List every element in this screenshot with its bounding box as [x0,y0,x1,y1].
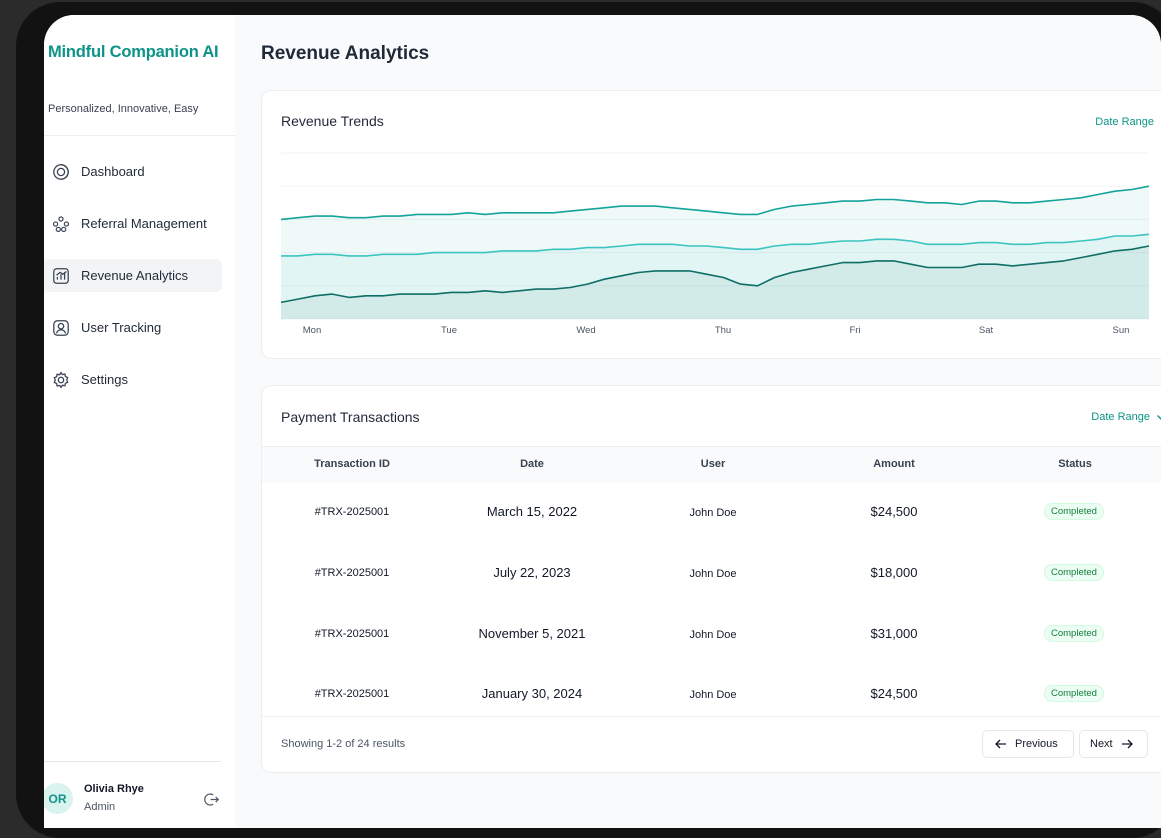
table-row[interactable]: #TRX-2025001 November 5, 2021 John Doe $… [262,605,1161,665]
status-badge: Completed [1044,625,1104,642]
dashboard-icon [52,163,70,181]
table-row[interactable]: #TRX-2025001 March 15, 2022 John Doe $24… [262,483,1161,543]
next-button[interactable]: Next [1079,730,1148,758]
status-badge: Completed [1044,503,1104,520]
transaction-amount: $24,500 [870,504,918,519]
app-screen: Mindful Companion AI Personalized, Innov… [44,15,1161,828]
column-header-status[interactable]: Status [1058,458,1092,470]
arrow-right-icon [1121,739,1133,749]
series-line [280,185,1150,221]
x-tick-label: Sun [1113,325,1130,336]
transaction-id: #TRX-2025001 [314,628,390,640]
sidebar-item-referral-management[interactable]: Referral Management [44,207,222,240]
chart-icon [52,267,70,285]
trends-date-range-dropdown[interactable]: Date Range [1095,116,1161,128]
sidebar-item-label: Settings [81,372,128,387]
x-tick-label: Sat [979,325,994,336]
brand-title: Mindful Companion AI [48,43,219,61]
transaction-amount: $24,500 [870,686,918,701]
x-tick-label: Wed [576,325,595,336]
transaction-user: John Doe [689,568,737,580]
transactions-date-range-dropdown[interactable]: Date Range [1091,411,1161,423]
transaction-user: John Doe [689,507,737,519]
x-tick-label: Fri [849,325,860,336]
sidebar-bottom-divider [44,761,221,762]
arrow-left-icon [995,739,1006,749]
x-tick-label: Thu [715,325,731,336]
sidebar-item-dashboard[interactable]: Dashboard [44,155,222,188]
logout-icon[interactable] [203,791,220,808]
sidebar-item-user-tracking[interactable]: User Tracking [44,311,222,344]
previous-button[interactable]: Previous [982,730,1074,758]
column-header-date[interactable]: Date [520,458,544,470]
sidebar-item-settings[interactable]: Settings [44,363,222,396]
sidebar-item-label: User Tracking [81,320,162,335]
table-header: Transaction ID Date User Amount Status [262,446,1161,483]
column-header-user[interactable]: User [700,458,726,470]
user-role: Admin [84,801,116,813]
transaction-user: John Doe [689,689,737,701]
series-area [281,246,1149,319]
transaction-amount: $18,000 [870,565,918,580]
transaction-id: #TRX-2025001 [314,506,390,518]
transaction-user: John Doe [689,629,737,641]
revenue-trends-chart: Mon Tue Wed Thu Fri Sat Sun [280,152,1150,336]
referral-icon [52,215,70,233]
sidebar-divider [44,135,235,136]
sidebar-item-revenue-analytics[interactable]: Revenue Analytics [44,259,222,292]
previous-label: Previous [1015,738,1058,750]
avatar[interactable]: OR [44,783,73,814]
chevron-down-icon [1157,415,1161,420]
table-row[interactable]: #TRX-2025001 July 22, 2023 John Doe $18,… [262,544,1161,604]
date-range-label: Date Range [1095,116,1154,128]
sidebar-item-label: Referral Management [81,216,207,231]
user-name: Olivia Rhye [84,783,144,795]
date-range-label: Date Range [1091,411,1150,423]
x-tick-label: Mon [303,325,321,336]
table-footer-divider [262,716,1161,717]
revenue-trends-card: Revenue Trends Date Range Mon Tue Wed Thu Fr… [261,90,1161,359]
sidebar-item-label: Dashboard [81,164,145,179]
transaction-id: #TRX-2025001 [314,688,390,700]
main-content: Revenue Analytics Revenue Trends Date Ra… [235,15,1161,828]
payment-transactions-title: Payment Transactions [281,409,420,425]
transaction-id: #TRX-2025001 [314,567,390,579]
transaction-date: January 30, 2024 [481,686,583,701]
series-area [281,186,1149,319]
brand-tagline: Personalized, Innovative, Easy [48,103,199,115]
transaction-date: July 22, 2023 [493,565,571,580]
sidebar-item-label: Revenue Analytics [81,268,188,283]
next-label: Next [1090,738,1113,750]
gear-icon [52,371,70,389]
table-row[interactable]: #TRX-2025001 January 30, 2024 John Doe $… [262,665,1161,725]
sidebar: Mindful Companion AI Personalized, Innov… [44,15,236,828]
x-tick-label: Tue [441,325,457,336]
sidebar-nav: Dashboard Referral Management Revenue An… [44,155,222,415]
page-title: Revenue Analytics [261,43,430,64]
status-badge: Completed [1044,685,1104,702]
column-header-transaction-id[interactable]: Transaction ID [314,458,390,470]
results-summary: Showing 1-2 of 24 results [281,738,406,750]
series-line [280,245,1150,304]
column-header-amount[interactable]: Amount [873,458,915,470]
series-line [281,233,1150,257]
status-badge: Completed [1044,564,1104,581]
revenue-trends-title: Revenue Trends [281,113,384,129]
transaction-amount: $31,000 [870,626,918,641]
transaction-date: November 5, 2021 [478,626,586,641]
user-icon [52,319,70,337]
payment-transactions-card: Payment Transactions Date Range Transact… [261,385,1161,773]
transaction-date: March 15, 2022 [486,504,578,519]
